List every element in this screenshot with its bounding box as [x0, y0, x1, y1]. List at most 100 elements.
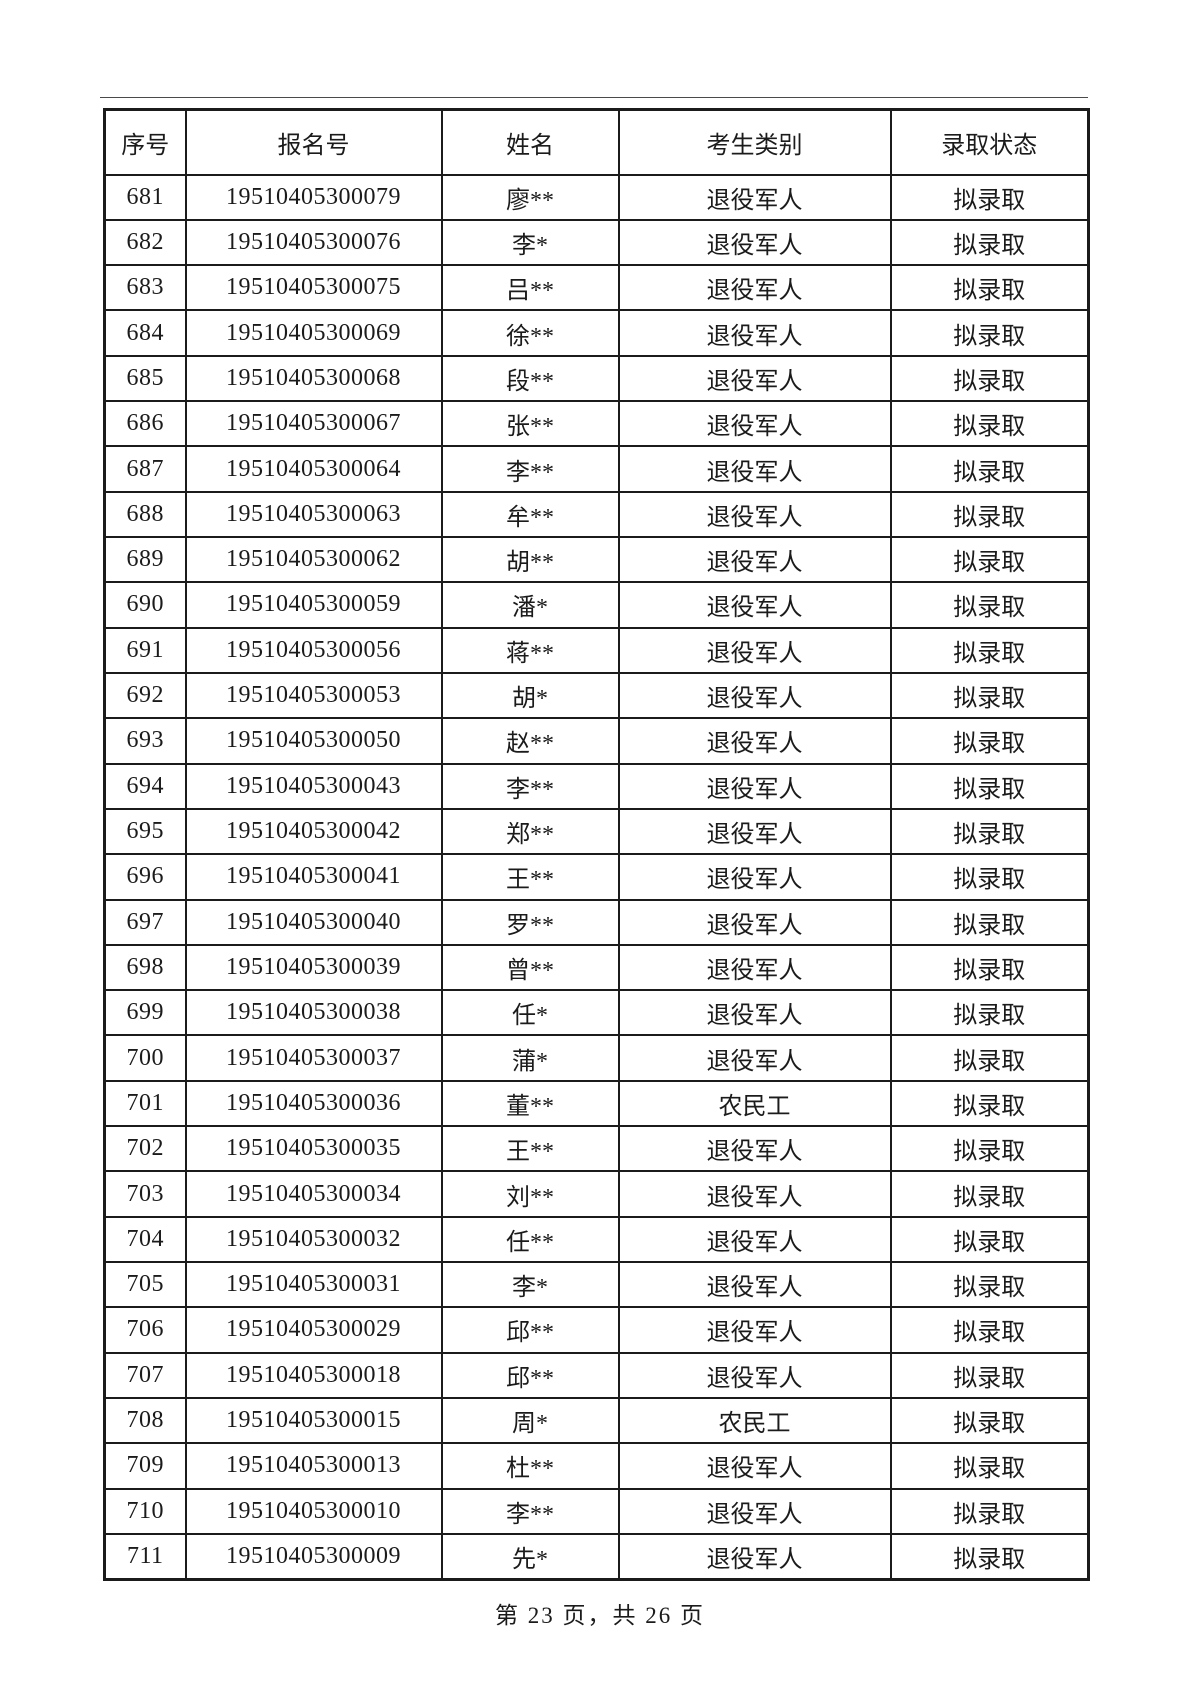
cell-candidate-category: 退役军人 [617, 717, 892, 765]
table-row: 690 19510405300059 潘* 退役军人 拟录取 [103, 581, 1090, 629]
cell-registration-number: 19510405300015 [184, 1396, 443, 1445]
table-row: 708 19510405300015 周* 农民工 拟录取 [103, 1396, 1090, 1445]
cell-name: 牟** [440, 490, 620, 539]
cell-serial-number: 711 [103, 1532, 187, 1581]
cell-admission-status: 拟录取 [889, 218, 1090, 267]
cell-serial-number: 687 [103, 445, 187, 493]
cell-registration-number: 19510405300069 [184, 309, 443, 357]
table-row: 687 19510405300064 李** 退役军人 拟录取 [103, 445, 1090, 493]
table-row: 705 19510405300031 李* 退役军人 拟录取 [103, 1260, 1090, 1309]
table-row: 692 19510405300053 胡* 退役军人 拟录取 [103, 671, 1090, 720]
cell-candidate-category: 退役军人 [617, 1215, 892, 1264]
cell-serial-number: 702 [103, 1125, 187, 1173]
table-row: 702 19510405300035 王** 退役军人 拟录取 [103, 1125, 1090, 1173]
cell-registration-number: 19510405300043 [184, 762, 443, 810]
cell-admission-status: 拟录取 [889, 1170, 1090, 1218]
cell-admission-status: 拟录取 [889, 1487, 1090, 1535]
cell-name: 胡* [440, 671, 620, 720]
cell-candidate-category: 农民工 [617, 1079, 892, 1128]
cell-serial-number: 691 [103, 626, 187, 674]
cell-name: 赵** [440, 717, 620, 765]
cell-serial-number: 708 [103, 1396, 187, 1445]
cell-admission-status: 拟录取 [889, 400, 1090, 448]
cell-serial-number: 709 [103, 1442, 187, 1490]
top-rule-line [100, 97, 1088, 98]
cell-serial-number: 693 [103, 717, 187, 765]
cell-admission-status: 拟录取 [889, 989, 1090, 1037]
table-row: 704 19510405300032 任** 退役军人 拟录取 [103, 1215, 1090, 1264]
cell-registration-number: 19510405300050 [184, 717, 443, 765]
cell-registration-number: 19510405300038 [184, 989, 443, 1037]
cell-admission-status: 拟录取 [889, 1351, 1090, 1399]
cell-registration-number: 19510405300076 [184, 218, 443, 267]
cell-name: 徐** [440, 309, 620, 357]
table-row: 700 19510405300037 蒲* 退役军人 拟录取 [103, 1034, 1090, 1082]
cell-admission-status: 拟录取 [889, 1442, 1090, 1490]
table-row: 689 19510405300062 胡** 退役军人 拟录取 [103, 535, 1090, 584]
header-registration-number: 报名号 [184, 108, 443, 176]
cell-candidate-category: 退役军人 [617, 853, 892, 901]
table-row: 699 19510405300038 任* 退役军人 拟录取 [103, 989, 1090, 1037]
cell-name: 吕** [440, 264, 620, 312]
cell-serial-number: 692 [103, 671, 187, 720]
cell-serial-number: 686 [103, 400, 187, 448]
cell-serial-number: 700 [103, 1034, 187, 1082]
cell-registration-number: 19510405300064 [184, 445, 443, 493]
table-row: 709 19510405300013 杜** 退役军人 拟录取 [103, 1442, 1090, 1490]
cell-candidate-category: 退役军人 [617, 218, 892, 267]
cell-candidate-category: 退役军人 [617, 989, 892, 1037]
cell-name: 王** [440, 853, 620, 901]
cell-serial-number: 701 [103, 1079, 187, 1128]
cell-registration-number: 19510405300034 [184, 1170, 443, 1218]
cell-serial-number: 685 [103, 354, 187, 403]
cell-name: 周* [440, 1396, 620, 1445]
cell-registration-number: 19510405300010 [184, 1487, 443, 1535]
cell-name: 邱** [440, 1306, 620, 1354]
cell-candidate-category: 退役军人 [617, 1306, 892, 1354]
cell-admission-status: 拟录取 [889, 671, 1090, 720]
header-serial-number: 序号 [103, 108, 187, 176]
table-row: 691 19510405300056 蒋** 退役军人 拟录取 [103, 626, 1090, 674]
cell-candidate-category: 退役军人 [617, 1442, 892, 1490]
cell-name: 董** [440, 1079, 620, 1128]
cell-admission-status: 拟录取 [889, 1260, 1090, 1309]
header-name: 姓名 [440, 108, 620, 176]
cell-serial-number: 681 [103, 173, 187, 221]
cell-name: 任** [440, 1215, 620, 1264]
cell-candidate-category: 退役军人 [617, 264, 892, 312]
cell-name: 罗** [440, 898, 620, 946]
table-row: 710 19510405300010 李** 退役军人 拟录取 [103, 1487, 1090, 1535]
cell-admission-status: 拟录取 [889, 445, 1090, 493]
header-row: 序号 报名号 姓名 考生类别 录取状态 [103, 108, 1090, 176]
cell-registration-number: 19510405300068 [184, 354, 443, 403]
cell-serial-number: 698 [103, 943, 187, 992]
cell-admission-status: 拟录取 [889, 490, 1090, 539]
cell-serial-number: 707 [103, 1351, 187, 1399]
table-row: 706 19510405300029 邱** 退役军人 拟录取 [103, 1306, 1090, 1354]
table-row: 686 19510405300067 张** 退役军人 拟录取 [103, 400, 1090, 448]
cell-admission-status: 拟录取 [889, 762, 1090, 810]
cell-name: 先* [440, 1532, 620, 1581]
cell-serial-number: 706 [103, 1306, 187, 1354]
cell-name: 廖** [440, 173, 620, 221]
cell-serial-number: 704 [103, 1215, 187, 1264]
cell-candidate-category: 退役军人 [617, 1351, 892, 1399]
cell-candidate-category: 退役军人 [617, 445, 892, 493]
cell-registration-number: 19510405300056 [184, 626, 443, 674]
cell-registration-number: 19510405300062 [184, 535, 443, 584]
header-admission-status: 录取状态 [889, 108, 1090, 176]
cell-registration-number: 19510405300018 [184, 1351, 443, 1399]
cell-registration-number: 19510405300039 [184, 943, 443, 992]
cell-serial-number: 688 [103, 490, 187, 539]
cell-admission-status: 拟录取 [889, 1034, 1090, 1082]
cell-serial-number: 695 [103, 807, 187, 856]
table-row: 684 19510405300069 徐** 退役军人 拟录取 [103, 309, 1090, 357]
admission-roster-table: 序号 报名号 姓名 考生类别 录取状态 681 19510405300079 廖… [103, 108, 1090, 1581]
cell-registration-number: 19510405300009 [184, 1532, 443, 1581]
cell-name: 张** [440, 400, 620, 448]
cell-serial-number: 683 [103, 264, 187, 312]
cell-candidate-category: 退役军人 [617, 1170, 892, 1218]
table-row: 698 19510405300039 曾** 退役军人 拟录取 [103, 943, 1090, 992]
cell-registration-number: 19510405300063 [184, 490, 443, 539]
cell-candidate-category: 退役军人 [617, 1487, 892, 1535]
